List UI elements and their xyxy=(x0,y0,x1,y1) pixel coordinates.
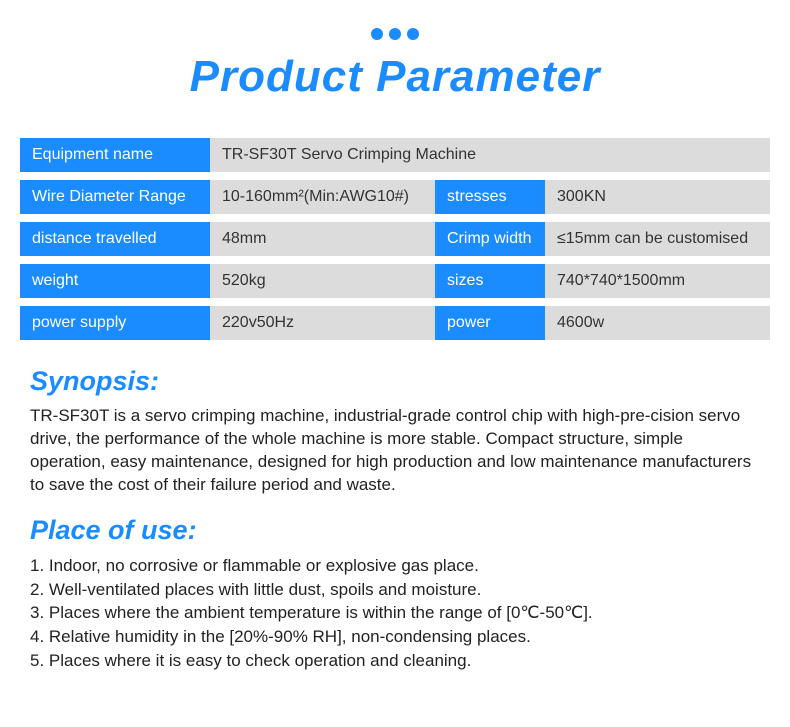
param-value: 300KN xyxy=(545,180,770,214)
decorative-dots xyxy=(20,28,770,40)
list-item: 5. Places where it is easy to check oper… xyxy=(30,649,760,673)
param-value: TR-SF30T Servo Crimping Machine xyxy=(210,138,770,172)
dot-icon xyxy=(407,28,419,40)
param-value: 48mm xyxy=(210,222,435,256)
param-value: 220v50Hz xyxy=(210,306,435,340)
dot-icon xyxy=(371,28,383,40)
param-label: power supply xyxy=(20,306,210,340)
place-heading: Place of use: xyxy=(20,515,770,546)
table-row: Equipment name TR-SF30T Servo Crimping M… xyxy=(20,138,770,172)
list-item: 1. Indoor, no corrosive or flammable or … xyxy=(30,554,760,578)
param-label: weight xyxy=(20,264,210,298)
param-value: 4600w xyxy=(545,306,770,340)
param-value: 740*740*1500mm xyxy=(545,264,770,298)
synopsis-heading: Synopsis: xyxy=(20,366,770,397)
table-row: power supply 220v50Hz power 4600w xyxy=(20,306,770,340)
list-item: 4. Relative humidity in the [20%-90% RH]… xyxy=(30,625,760,649)
param-label: Crimp width xyxy=(435,222,545,256)
place-list: 1. Indoor, no corrosive or flammable or … xyxy=(20,554,770,673)
synopsis-text: TR-SF30T is a servo crimping machine, in… xyxy=(20,405,770,497)
table-row: distance travelled 48mm Crimp width ≤15m… xyxy=(20,222,770,256)
page-title: Product Parameter xyxy=(20,52,770,102)
param-label: sizes xyxy=(435,264,545,298)
list-item: 3. Places where the ambient temperature … xyxy=(30,601,760,625)
param-label: power xyxy=(435,306,545,340)
param-label: Wire Diameter Range xyxy=(20,180,210,214)
param-label: distance travelled xyxy=(20,222,210,256)
parameter-table: Equipment name TR-SF30T Servo Crimping M… xyxy=(20,130,770,348)
list-item: 2. Well-ventilated places with little du… xyxy=(30,578,760,602)
param-label: Equipment name xyxy=(20,138,210,172)
page-container: Product Parameter Equipment name TR-SF30… xyxy=(0,0,790,673)
param-value: 10-160mm²(Min:AWG10#) xyxy=(210,180,435,214)
param-value: ≤15mm can be customised xyxy=(545,222,770,256)
param-value: 520kg xyxy=(210,264,435,298)
dot-icon xyxy=(389,28,401,40)
table-row: Wire Diameter Range 10-160mm²(Min:AWG10#… xyxy=(20,180,770,214)
table-row: weight 520kg sizes 740*740*1500mm xyxy=(20,264,770,298)
param-label: stresses xyxy=(435,180,545,214)
